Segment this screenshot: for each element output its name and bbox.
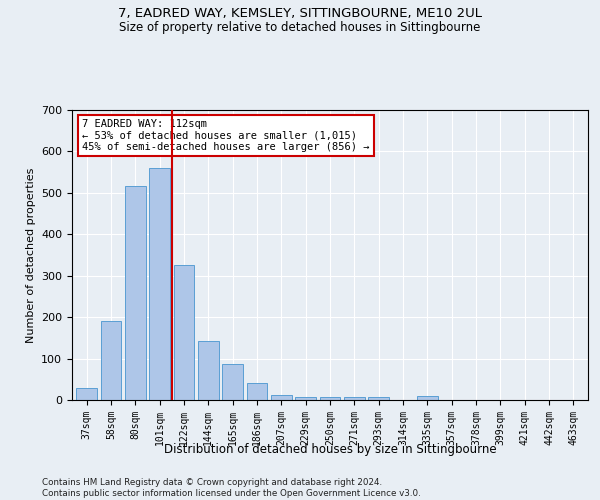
Y-axis label: Number of detached properties: Number of detached properties: [26, 168, 35, 342]
Bar: [344, 396, 365, 400]
Text: 7 EADRED WAY: 112sqm
← 53% of detached houses are smaller (1,015)
45% of semi-de: 7 EADRED WAY: 112sqm ← 53% of detached h…: [82, 118, 370, 152]
Bar: [417, 396, 438, 400]
Bar: [173, 266, 194, 400]
Text: Distribution of detached houses by size in Sittingbourne: Distribution of detached houses by size …: [164, 442, 496, 456]
Bar: [76, 388, 97, 400]
Text: 7, EADRED WAY, KEMSLEY, SITTINGBOURNE, ME10 2UL: 7, EADRED WAY, KEMSLEY, SITTINGBOURNE, M…: [118, 8, 482, 20]
Bar: [101, 322, 121, 400]
Bar: [222, 364, 243, 400]
Bar: [368, 396, 389, 400]
Bar: [320, 396, 340, 400]
Bar: [149, 168, 170, 400]
Bar: [198, 341, 218, 400]
Text: Contains HM Land Registry data © Crown copyright and database right 2024.
Contai: Contains HM Land Registry data © Crown c…: [42, 478, 421, 498]
Bar: [295, 396, 316, 400]
Bar: [247, 384, 268, 400]
Text: Size of property relative to detached houses in Sittingbourne: Size of property relative to detached ho…: [119, 21, 481, 34]
Bar: [271, 394, 292, 400]
Bar: [125, 186, 146, 400]
